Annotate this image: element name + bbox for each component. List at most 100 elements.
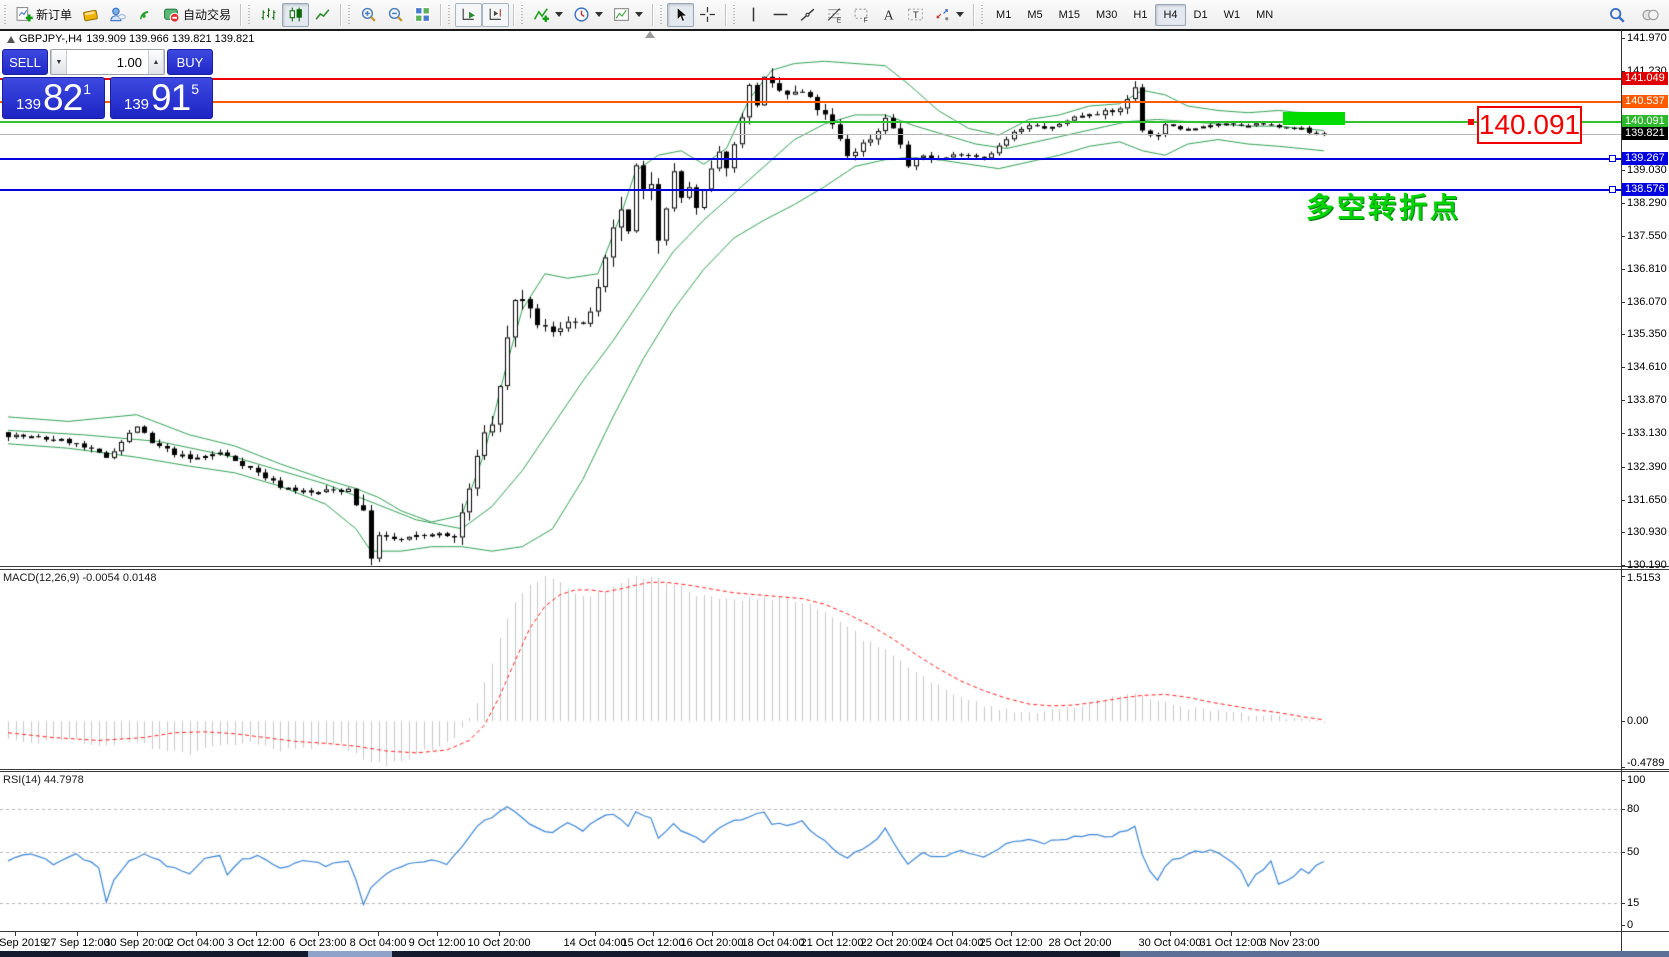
volume-input[interactable] xyxy=(67,50,148,74)
toolbar-separator xyxy=(440,3,443,26)
toolbar-grip[interactable] xyxy=(347,4,353,25)
tile-windows-button[interactable] xyxy=(409,3,436,27)
price-axis-label: 137.550 xyxy=(1627,229,1667,242)
pivot-line-140091[interactable] xyxy=(0,121,1621,123)
signals-button[interactable] xyxy=(131,3,158,27)
zoom-out-button[interactable] xyxy=(382,3,409,27)
macd-axis-tick xyxy=(1621,576,1625,577)
toolbar-grip[interactable] xyxy=(447,4,453,25)
timeframe-button-m1[interactable]: M1 xyxy=(988,4,1019,26)
macd-axis-label: 0.00 xyxy=(1627,715,1649,728)
time-axis-tick xyxy=(952,932,953,936)
label-button[interactable]: T xyxy=(902,3,929,27)
support-line-138576[interactable] xyxy=(0,189,1621,191)
timeframe-button-w1[interactable]: W1 xyxy=(1216,4,1249,26)
panel-separator[interactable] xyxy=(0,771,1669,772)
indicators-button[interactable] xyxy=(528,3,568,27)
bid-pipette: 1 xyxy=(83,81,91,97)
search-button[interactable] xyxy=(1603,2,1630,26)
annotation-text[interactable]: 多空转折点 xyxy=(1306,192,1462,223)
auto-scroll-button[interactable] xyxy=(455,2,483,27)
profile-icon xyxy=(109,6,126,23)
dropdown-caret-icon[interactable] xyxy=(595,12,604,17)
price-axis-tick xyxy=(1621,236,1625,237)
sell-button[interactable]: SELL xyxy=(2,49,48,75)
price-axis-tick xyxy=(1621,38,1625,39)
timeframe-button-m30[interactable]: M30 xyxy=(1088,4,1125,26)
panel-separator[interactable] xyxy=(0,566,1669,567)
panel-separator[interactable] xyxy=(0,569,1669,570)
dropdown-caret-icon[interactable] xyxy=(555,12,564,17)
zoom-in-icon xyxy=(360,6,377,23)
volume-up-button[interactable]: ▲ xyxy=(148,50,164,74)
community-button[interactable] xyxy=(1636,2,1663,26)
timeframe-button-mn[interactable]: MN xyxy=(1248,4,1281,26)
crosshair-button[interactable] xyxy=(694,3,721,27)
price-axis-tick xyxy=(1621,565,1625,566)
text-a-icon: A xyxy=(880,6,897,23)
timeframe-button-h1[interactable]: H1 xyxy=(1125,4,1155,26)
resistance-line-140537[interactable] xyxy=(0,101,1621,103)
time-axis-label: 6 Oct 23:00 xyxy=(289,937,347,949)
time-axis-label: 21 Oct 12:00 xyxy=(800,937,864,949)
time-axis-tick xyxy=(1080,932,1081,936)
resistance-line-141049[interactable] xyxy=(0,78,1621,80)
fibonacci-button[interactable]: E xyxy=(821,3,848,27)
dropdown-caret-icon[interactable] xyxy=(635,12,644,17)
bar-chart-button[interactable] xyxy=(255,3,282,27)
line-chart-button[interactable] xyxy=(309,3,336,27)
autotrading-button[interactable]: 自动交易 xyxy=(158,3,236,27)
trendline-button[interactable] xyxy=(794,3,821,27)
arrows-button[interactable] xyxy=(929,3,969,27)
toolbar-grip[interactable] xyxy=(980,4,986,25)
buy-button[interactable]: BUY xyxy=(167,49,213,75)
timeframe-button-m5[interactable]: M5 xyxy=(1019,4,1050,26)
toolbar-grip[interactable] xyxy=(732,4,738,25)
support-line-139267[interactable] xyxy=(0,158,1621,160)
text-button[interactable]: A xyxy=(875,3,902,27)
highlight-rectangle[interactable] xyxy=(1283,112,1345,125)
periods-button[interactable] xyxy=(568,3,608,27)
toolbar-grip[interactable] xyxy=(3,4,8,25)
timeframe-button-h4[interactable]: H4 xyxy=(1155,3,1186,26)
price-chart-canvas[interactable] xyxy=(0,30,1622,566)
rsi-canvas[interactable] xyxy=(0,772,1622,931)
price-axis-tick xyxy=(1621,269,1625,270)
toolbar-grip[interactable] xyxy=(247,4,253,25)
timeframe-button-m15[interactable]: M15 xyxy=(1051,4,1088,26)
candlestick-chart-button[interactable] xyxy=(282,2,310,27)
zoom-out-icon xyxy=(387,6,404,23)
charts-button[interactable] xyxy=(77,3,104,27)
new-order-button[interactable]: 新订单 xyxy=(11,3,77,27)
templates-button[interactable] xyxy=(608,3,648,27)
timeframe-button-d1[interactable]: D1 xyxy=(1186,4,1216,26)
panel-separator[interactable] xyxy=(0,769,1669,770)
toolbar-grip[interactable] xyxy=(520,4,526,25)
buy-price-button[interactable]: 139 91 5 xyxy=(110,77,213,119)
sell-price-button[interactable]: 139 82 1 xyxy=(2,77,105,119)
arrows-icon xyxy=(934,6,951,23)
price-annotation-box[interactable]: 140.091 xyxy=(1477,106,1582,144)
vertical-line-button[interactable] xyxy=(740,3,767,27)
line-handle[interactable] xyxy=(1609,155,1616,162)
time-axis-tick xyxy=(318,932,319,936)
time-axis-label: 28 Oct 20:00 xyxy=(1048,937,1112,949)
chart-shift-button[interactable] xyxy=(482,2,510,27)
zoom-in-button[interactable] xyxy=(355,3,382,27)
price-axis-tick xyxy=(1621,532,1625,533)
toolbar-grip[interactable] xyxy=(659,4,665,25)
macd-canvas[interactable] xyxy=(0,570,1622,769)
channel-button[interactable]: F xyxy=(848,3,875,27)
price-axis-tick xyxy=(1621,170,1625,171)
profile-button[interactable] xyxy=(104,3,131,27)
volume-down-button[interactable]: ▼ xyxy=(51,50,67,74)
time-axis-label: 30 Sep 20:00 xyxy=(104,937,170,949)
toolbar-separator xyxy=(973,3,976,26)
annotation-anchor-square[interactable] xyxy=(1468,119,1474,125)
time-axis-tick xyxy=(653,932,654,936)
line-handle[interactable] xyxy=(1609,186,1616,193)
dropdown-caret-icon[interactable] xyxy=(956,12,965,17)
horizontal-line-button[interactable] xyxy=(767,3,794,27)
time-axis-label: 27 Sep 12:00 xyxy=(44,937,110,949)
cursor-button[interactable] xyxy=(667,2,695,27)
